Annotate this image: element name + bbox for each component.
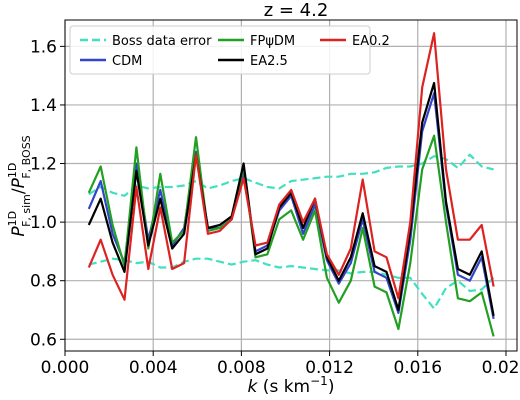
series-layer	[87, 32, 495, 337]
series-line-3	[87, 134, 495, 337]
y-tick-label: 1.4	[30, 96, 57, 116]
x-tick-label: 0.020	[482, 358, 520, 378]
legend: Boss data error CDM FPψDM EA2.5 EA0.2	[69, 25, 390, 75]
legend-box	[69, 25, 371, 75]
x-tick-label: 0.008	[217, 358, 266, 378]
x-tick-label: 0.012	[305, 358, 354, 378]
y-axis-label: P1DF, sim/P1DF, BOSS	[6, 135, 33, 236]
y-tick-label: 1.2	[30, 155, 57, 175]
legend-label: CDM	[112, 54, 142, 69]
legend-label: Boss data error	[112, 34, 212, 49]
series-line-1	[88, 257, 495, 310]
legend-label: FPψDM	[250, 34, 295, 49]
y-axis: 0.6 0.8 1.0 1.2 1.4 1.6	[30, 37, 65, 350]
y-tick-label: 0.6	[30, 330, 57, 350]
y-tick-label: 1.6	[30, 37, 57, 57]
y-tick-label: 0.8	[30, 272, 57, 292]
series-line-2	[87, 92, 495, 320]
x-tick-label: 0.004	[129, 358, 178, 378]
plot-frame	[64, 19, 518, 352]
x-tick-label: 0.016	[393, 358, 442, 378]
y-tick-label: 1.0	[30, 213, 57, 233]
x-axis-label: k (s km−1)	[248, 374, 335, 397]
legend-label: EA2.5	[250, 54, 288, 69]
chart-title: z = 4.2	[264, 0, 329, 21]
x-axis: 0.000 0.004 0.008 0.012 0.016 0.020	[41, 351, 520, 378]
series-line-0	[88, 153, 494, 197]
x-tick-label: 0.000	[41, 358, 90, 378]
legend-label: EA0.2	[352, 34, 390, 49]
series-line-5	[87, 32, 495, 301]
